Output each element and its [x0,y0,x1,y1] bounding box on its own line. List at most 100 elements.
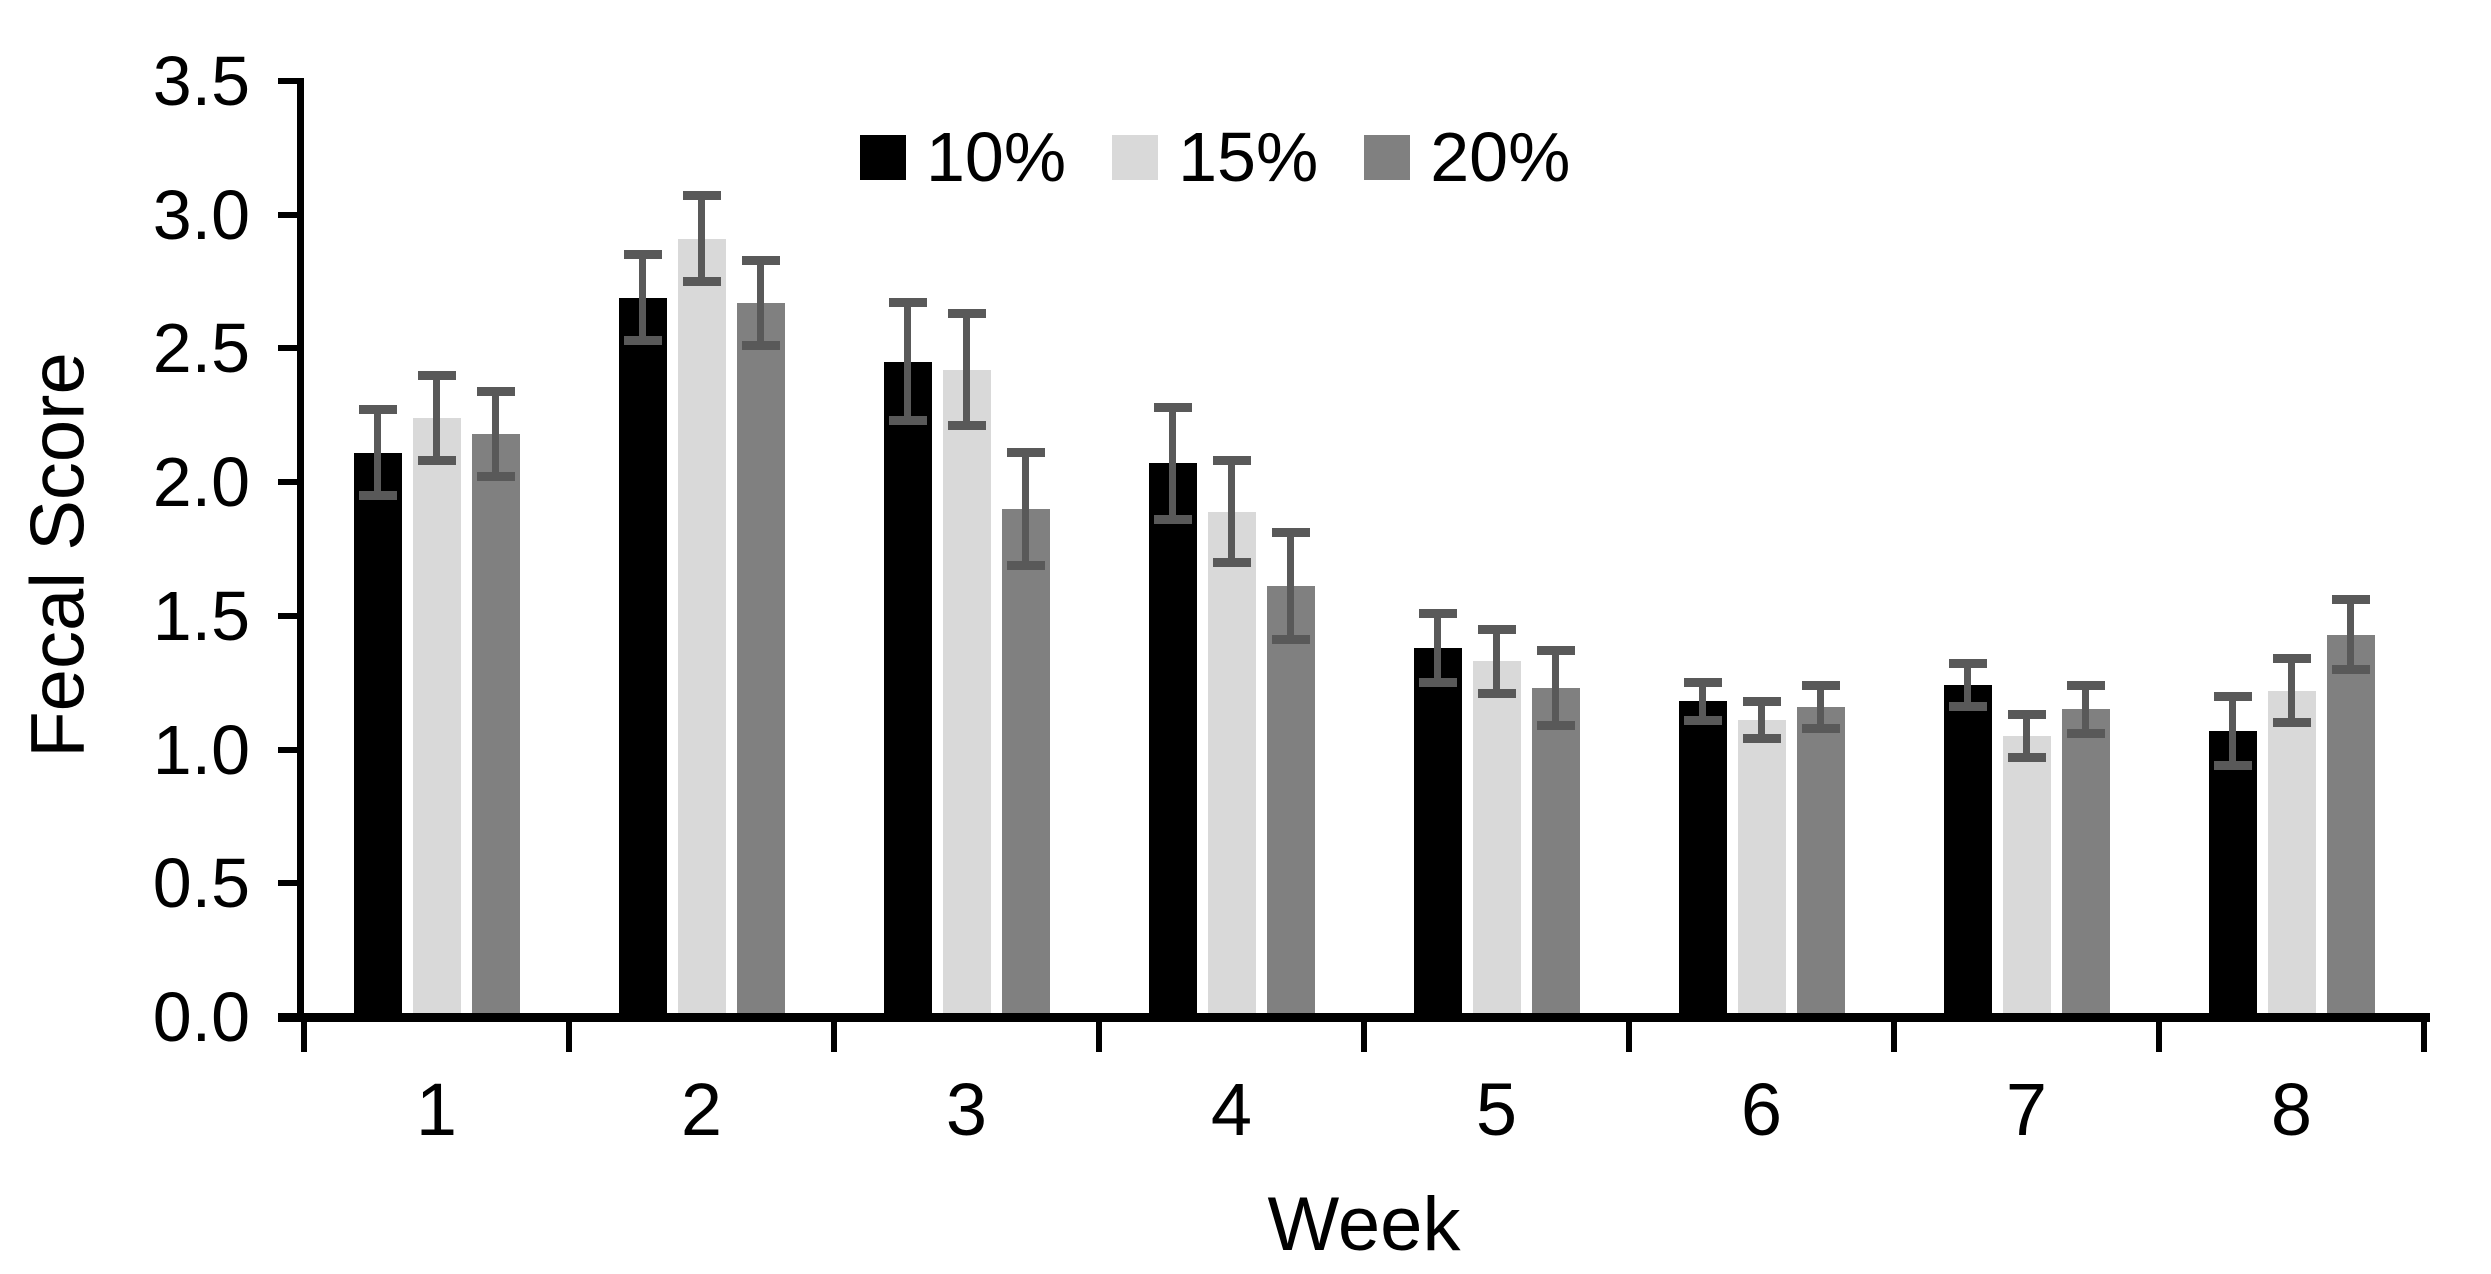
x-category-label: 4 [1210,1068,1253,1151]
error-bar-bottom-cap [1271,635,1310,645]
x-category-label: 8 [2270,1068,2313,1151]
error-bar-bottom-cap [2066,729,2105,739]
y-tick-label: 0.0 [152,978,250,1056]
legend-label: 10% [926,118,1067,196]
x-axis-tick [1096,1017,1102,1052]
bar-15%-week-5 [1472,661,1521,1017]
x-axis-line [278,1012,2430,1022]
legend-swatch-icon [860,134,906,180]
error-bar-stem [2347,599,2354,670]
error-bar-stem [1228,460,1235,563]
legend: 10% 15% 20% [860,118,1570,196]
error-bar-top-cap [1742,696,1781,706]
error-bar-top-cap [947,309,986,319]
y-axis-tick [278,345,304,352]
y-axis-line [297,81,304,1022]
error-bar-top-cap [1006,448,1045,458]
error-bar-stem [1552,650,1559,726]
y-axis-tick [278,880,304,887]
error-bar-top-cap [1477,624,1516,634]
error-bar-stem [1699,682,1706,721]
bar-10%-week-7 [1943,685,1992,1017]
error-bar-bottom-cap [1212,557,1251,567]
x-category-label: 2 [680,1068,723,1151]
legend-label: 20% [1430,118,1571,196]
y-axis-tick [278,746,304,753]
error-bar-top-cap [2066,680,2105,690]
error-bar-bottom-cap [1742,734,1781,744]
error-bar-top-cap [623,250,662,260]
error-bar-stem [2082,685,2089,734]
error-bar-top-cap [2007,710,2046,720]
error-bar-bottom-cap [2213,761,2252,771]
error-bar-bottom-cap [1683,715,1722,725]
x-category-label: 5 [1475,1068,1518,1151]
error-bar-bottom-cap [2272,718,2311,728]
error-bar-bottom-cap [1153,515,1192,525]
error-bar-stem [1817,685,1824,729]
x-category-label: 6 [1740,1068,1783,1151]
error-bar-top-cap [1801,680,1840,690]
x-axis-title: Week [1267,1182,1461,1267]
bar-20%-week-5 [1531,688,1580,1017]
error-bar-top-cap [741,255,780,265]
error-bar-bottom-cap [947,421,986,431]
bar-15%-week-2 [677,238,726,1017]
error-bar-top-cap [1536,646,1575,656]
legend-swatch-icon [1112,134,1159,180]
error-bar-bottom-cap [1948,702,1987,712]
y-tick-label: 3.0 [152,175,250,254]
x-axis-tick [2421,1017,2427,1052]
y-axis-tick [278,479,304,486]
error-bar-top-cap [888,298,927,308]
bar-10%-week-8 [2208,730,2257,1017]
bar-10%-week-5 [1413,647,1462,1017]
legend-swatch-icon [1364,134,1411,180]
bar-20%-week-8 [2326,634,2375,1017]
y-tick-label: 1.5 [152,576,250,655]
error-bar-bottom-cap [358,491,397,500]
error-bar-stem [698,195,705,282]
y-tick-label: 1.0 [152,710,250,789]
error-bar-stem [374,409,381,496]
error-bar-stem [1169,407,1176,520]
error-bar-top-cap [1212,456,1251,466]
x-axis-tick [1891,1017,1897,1052]
error-bar-stem [1758,701,1765,739]
bar-20%-week-1 [471,434,520,1017]
bar-15%-week-7 [2002,736,2051,1017]
error-bar-top-cap [2331,595,2370,605]
error-bar-stem [963,313,970,426]
error-bar-stem [1493,629,1500,694]
error-bar-top-cap [1418,608,1457,618]
x-category-label: 7 [2005,1068,2048,1151]
bar-15%-week-4 [1207,511,1256,1017]
error-bar-stem [2288,658,2295,723]
error-bar-stem [1287,532,1294,640]
error-bar-stem [2229,696,2236,766]
bar-10%-week-3 [883,361,932,1017]
error-bar-stem [2023,714,2030,758]
error-bar-stem [757,260,764,346]
bar-15%-week-3 [942,369,991,1017]
y-axis-tick [278,78,304,84]
bar-15%-week-1 [412,417,461,1017]
error-bar-top-cap [2272,654,2311,664]
x-axis-tick [566,1017,572,1052]
error-bar-top-cap [1271,528,1310,538]
error-bar-top-cap [358,405,397,415]
x-category-label: 3 [945,1068,988,1151]
legend-item-10%: 10% [860,121,1066,193]
bar-20%-week-2 [736,302,785,1017]
bar-10%-week-1 [353,452,402,1017]
bar-20%-week-7 [2061,709,2110,1017]
x-axis-tick [831,1017,837,1052]
error-bar-stem [904,302,911,421]
bar-10%-week-2 [618,297,667,1017]
error-bar-bottom-cap [1006,560,1045,570]
y-tick-label: 0.5 [152,844,250,923]
bar-20%-week-6 [1796,706,1845,1017]
x-category-label: 1 [415,1068,458,1151]
